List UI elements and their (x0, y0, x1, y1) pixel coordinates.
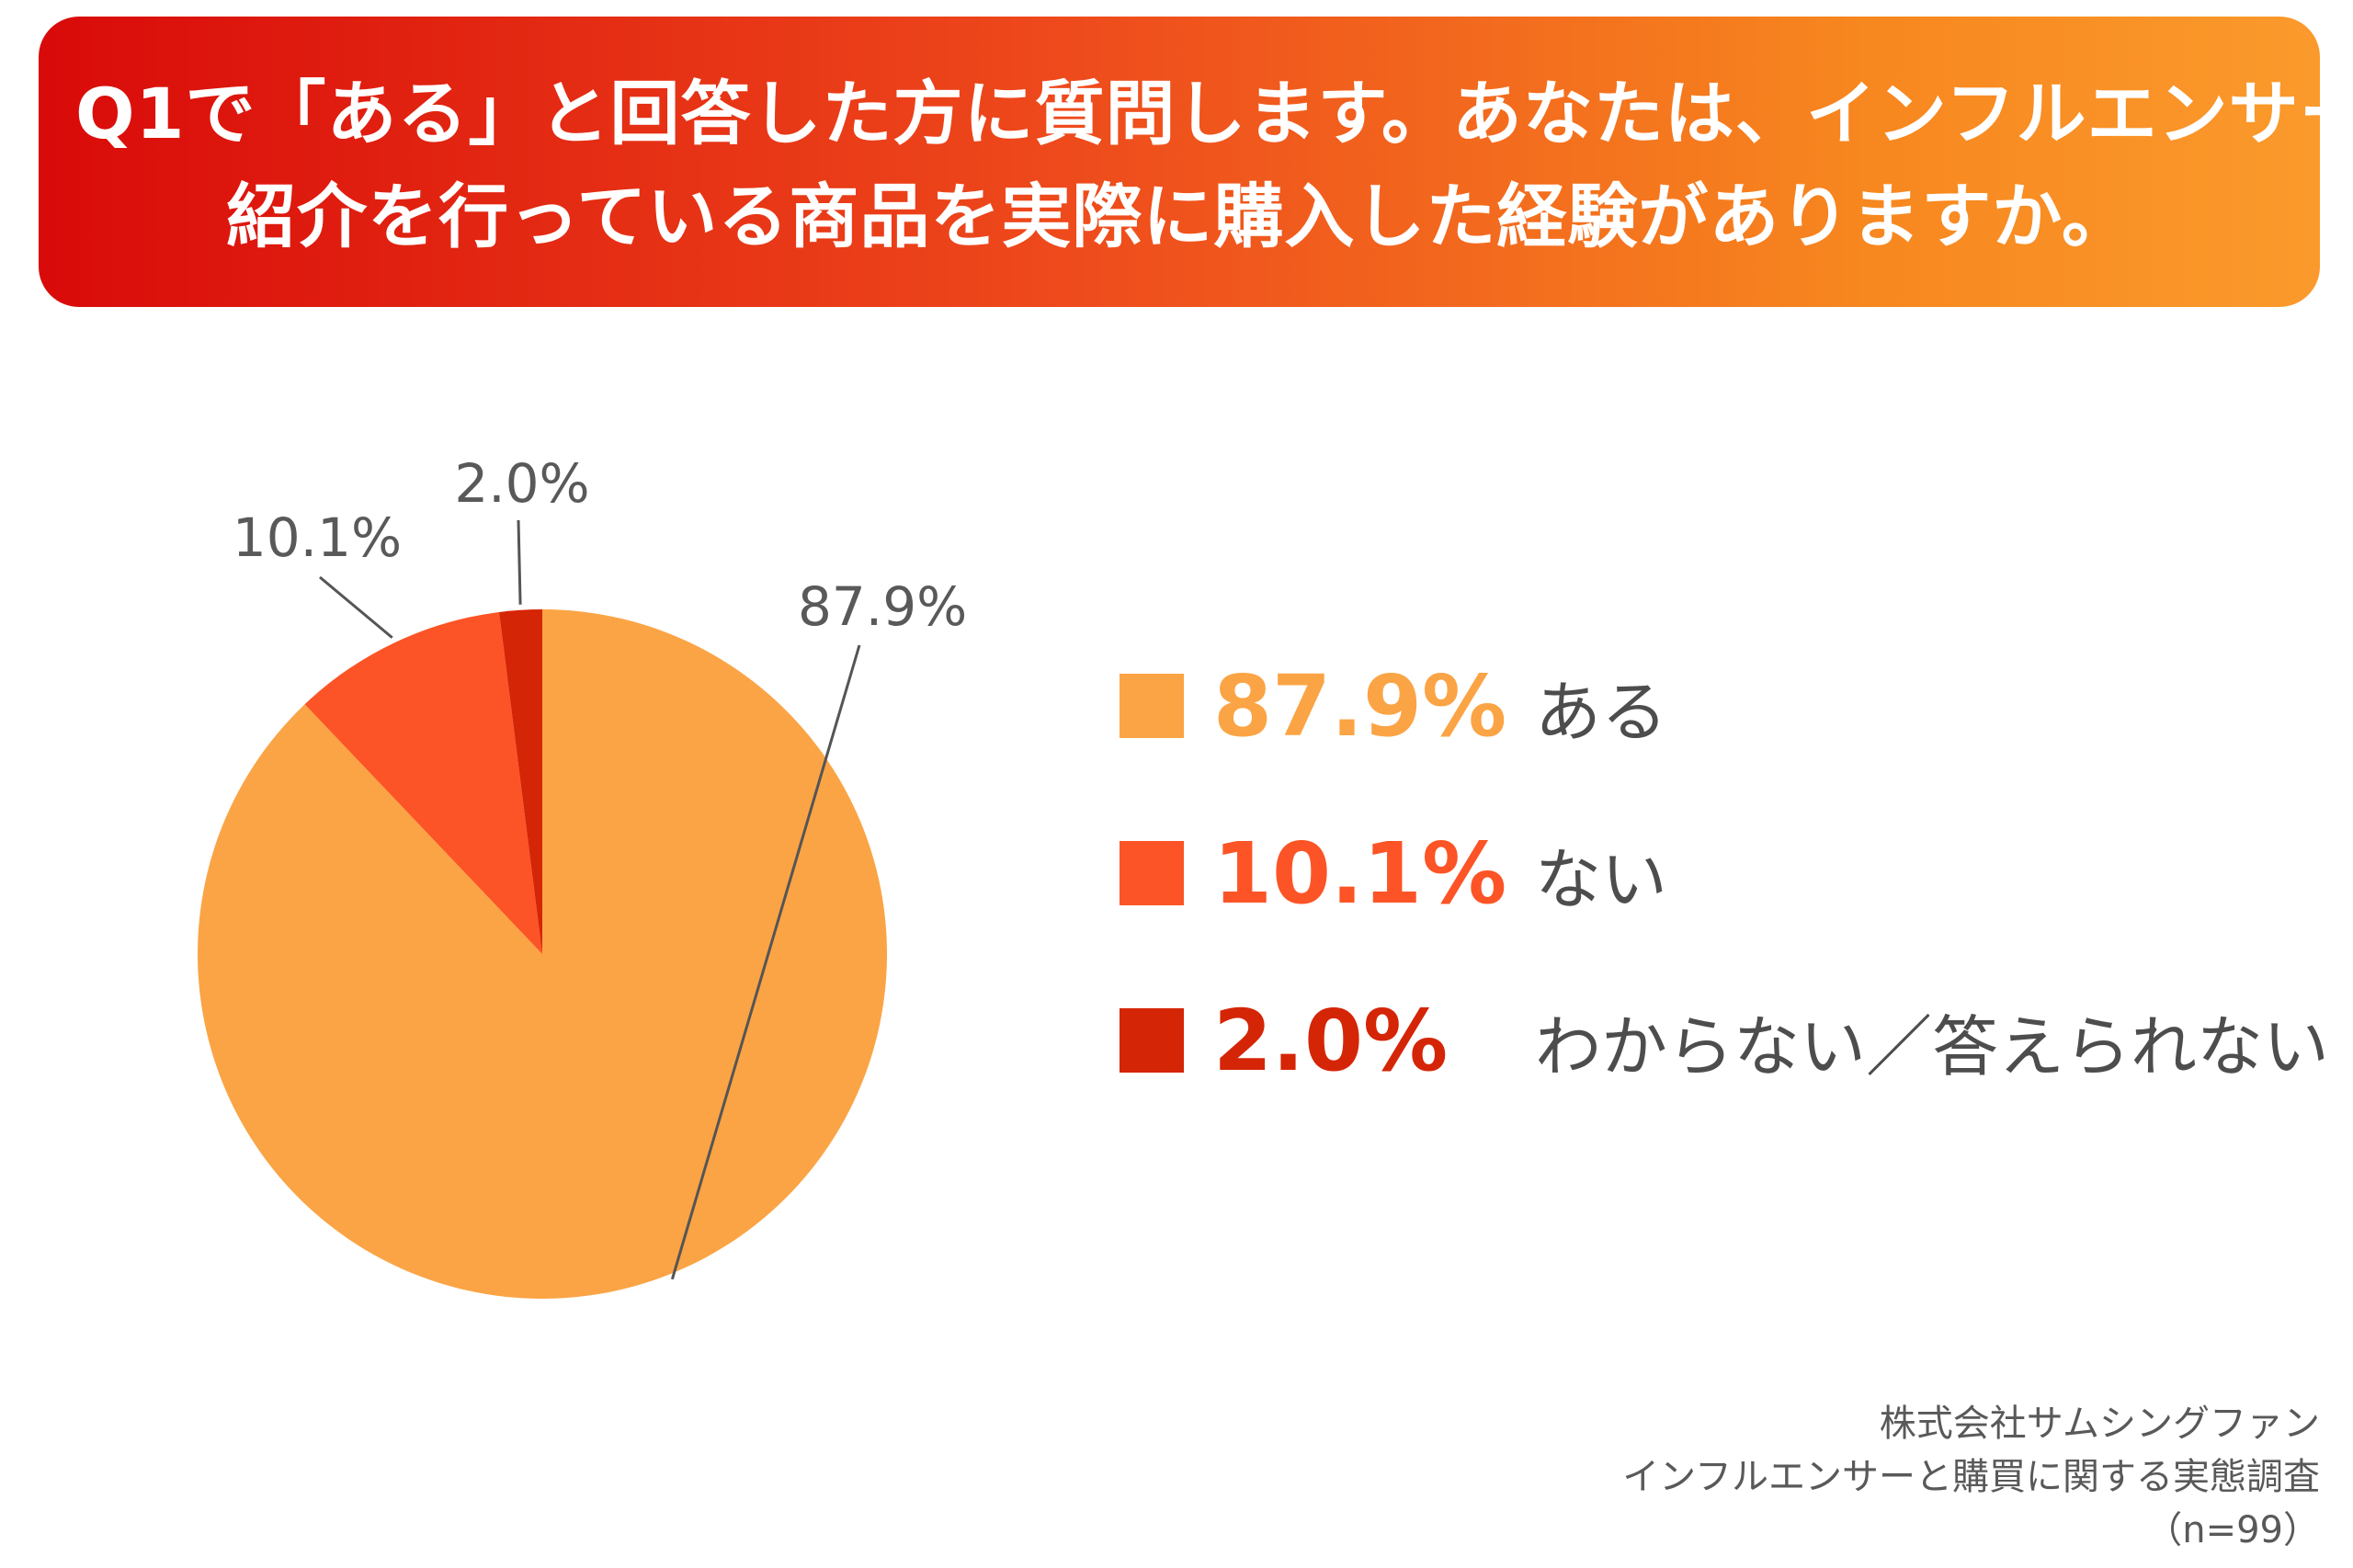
pie-slice-wakaranai (499, 609, 542, 954)
pie-slice-nai (304, 611, 542, 954)
legend-value-nai: 10.1% (1213, 824, 1507, 923)
pie-callouts: 87.9% 10.1% 2.0% (233, 452, 967, 1280)
callout-line-wakaranai (517, 519, 522, 605)
source-sample-size: （n=99） (2145, 1509, 2320, 1551)
legend-value-wakaranai: 2.0% (1213, 991, 1449, 1090)
title-banner: Q1で「ある」と回答した方に質問します。あなたは、インフルエンサーが 紹介を行っ… (39, 17, 2353, 307)
legend-value-aru: 87.9% (1213, 656, 1507, 756)
legend-label-wakaranai: わからない／答えられない (1535, 1007, 2330, 1085)
legend-item-wakaranai: 2.0% わからない／答えられない (1120, 985, 2329, 1096)
source-survey-name: インフルエンサーと購買に関する実態調査 (1622, 1456, 2320, 1498)
legend-item-aru: 87.9% ある (1120, 651, 2329, 761)
chart-legend: 87.9% ある 10.1% ない 2.0% わからない／答えられない (1120, 651, 2329, 1153)
source-note: 株式会社サムシングファン インフルエンサーと購買に関する実態調査 （n=99） (1622, 1397, 2320, 1557)
legend-swatch-wakaranai (1120, 1008, 1184, 1073)
legend-label-aru: ある (1535, 673, 1668, 751)
legend-label-nai: ない (1535, 840, 1668, 918)
legend-item-nai: 10.1% ない (1120, 818, 2329, 928)
callout-label-nai: 10.1% (233, 506, 402, 569)
pie-slices (198, 609, 888, 1300)
chart-title-line-1: Q1で「ある」と回答した方に質問します。あなたは、インフルエンサーが (75, 73, 2353, 154)
legend-swatch-aru (1120, 674, 1184, 738)
callout-label-aru: 87.9% (798, 575, 967, 638)
legend-swatch-nai (1120, 841, 1184, 905)
callout-line-nai (319, 575, 393, 639)
chart-title-line-2: 紹介を行っている商品を実際に購入した経験がありますか。 (226, 176, 2132, 257)
callout-label-wakaranai: 2.0% (454, 452, 589, 515)
callout-line-aru (670, 644, 861, 1280)
source-company: 株式会社サムシングファン (1879, 1403, 2320, 1445)
